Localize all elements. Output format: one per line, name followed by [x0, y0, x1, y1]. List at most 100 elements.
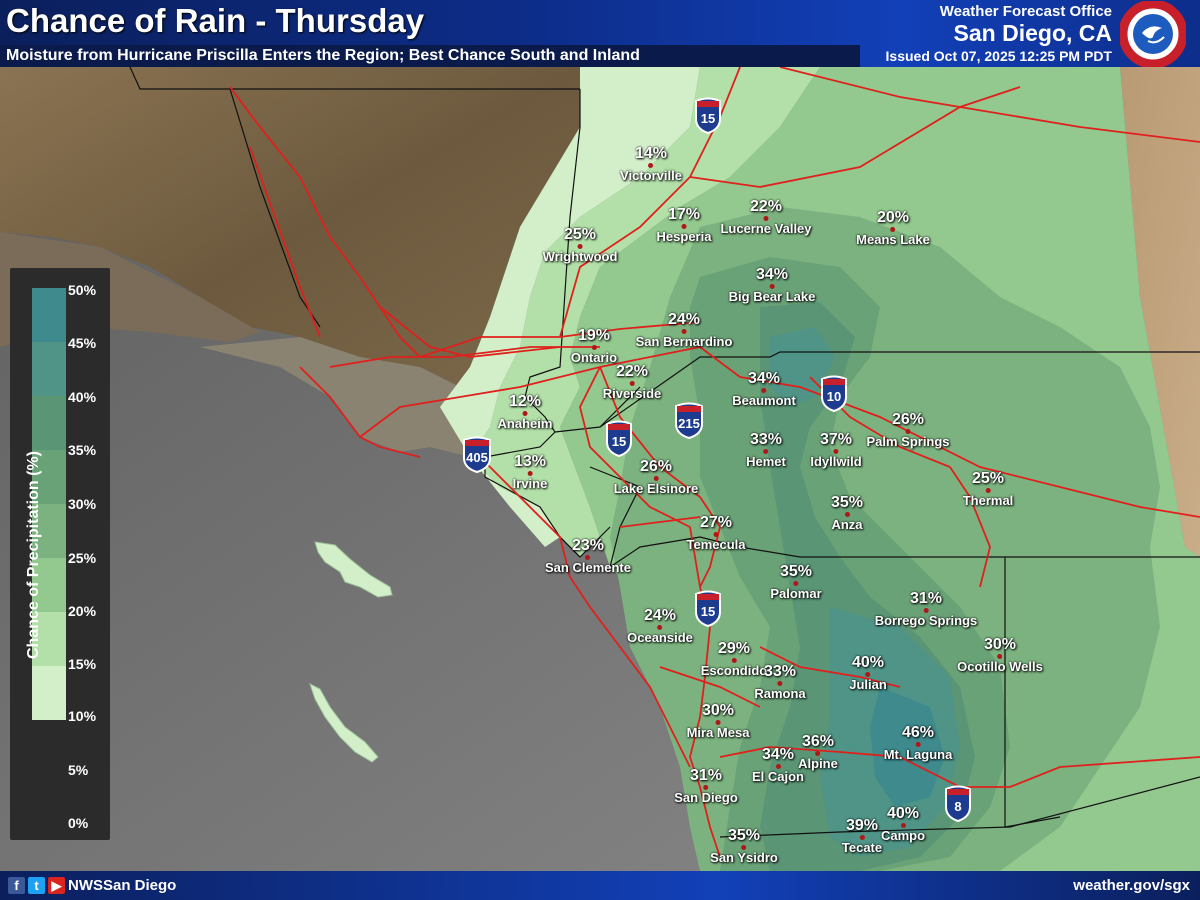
legend-tick: 25% — [68, 550, 97, 566]
city-name: Julian — [849, 677, 887, 692]
city-percent: 23% — [571, 537, 605, 554]
city-marker — [763, 449, 769, 454]
city-name: El Cajon — [751, 769, 805, 784]
city-name: Campo — [880, 828, 926, 843]
city-marker — [900, 823, 906, 828]
city-name: Wrightwood — [542, 249, 618, 264]
legend-ticks: 50% 45% 40% 35% 30% 25% 20% 15% 10% 5% 0… — [68, 282, 108, 831]
city-percent: 27% — [699, 514, 733, 531]
legend-tick: 50% — [68, 282, 97, 298]
city-label: 27% Temecula — [686, 514, 745, 552]
city-percent: 36% — [801, 733, 835, 750]
city-name: Riverside — [602, 386, 662, 401]
facebook-icon[interactable]: f — [8, 877, 25, 894]
city-label: 30% Ocotillo Wells — [957, 636, 1043, 674]
city-label: 40% Julian — [849, 654, 887, 692]
city-label: 37% Idyllwild — [810, 431, 861, 469]
social-handle[interactable]: NWSSan Diego — [68, 877, 177, 894]
city-marker — [890, 227, 896, 232]
city-name: San Diego — [674, 790, 738, 805]
city-name: Lake Elsinore — [613, 481, 699, 496]
city-marker — [522, 411, 528, 416]
city-label: 34% Beaumont — [732, 370, 796, 408]
city-percent: 26% — [639, 458, 673, 475]
city-marker — [731, 658, 737, 663]
legend-tick: 20% — [68, 603, 97, 619]
city-marker — [653, 476, 659, 481]
city-marker — [715, 720, 721, 725]
city-marker — [648, 163, 654, 168]
city-name: San Bernardino — [635, 334, 733, 349]
city-percent: 31% — [689, 767, 723, 784]
shield-label: 8 — [954, 799, 961, 814]
city-name: Borrego Springs — [874, 613, 978, 628]
shield-label: 15 — [701, 604, 715, 619]
city-percent: 22% — [749, 198, 783, 215]
city-percent: 19% — [577, 327, 611, 344]
city-marker — [713, 532, 719, 537]
la-terrain — [0, 67, 580, 407]
website-link[interactable]: weather.gov/sgx — [1073, 877, 1190, 894]
footer-bar: f t ▶ NWSSan Diego weather.gov/sgx — [0, 871, 1200, 900]
city-marker — [741, 845, 747, 850]
twitter-icon[interactable]: t — [28, 877, 45, 894]
city-marker — [915, 742, 921, 747]
city-label: 31% Borrego Springs — [875, 590, 978, 628]
interstate-shield-405: 405 — [463, 436, 491, 474]
city-name: Hemet — [746, 454, 786, 469]
city-marker — [629, 381, 635, 386]
city-marker — [585, 555, 591, 560]
precip-45-50 — [870, 687, 945, 807]
city-marker — [763, 216, 769, 221]
legend-tick: 40% — [68, 389, 97, 405]
city-percent: 33% — [763, 663, 797, 680]
city-name: Alpine — [798, 756, 838, 771]
city-marker — [923, 608, 929, 613]
city-name: Mira Mesa — [686, 725, 750, 740]
city-name: Ocotillo Wells — [957, 659, 1043, 674]
city-percent: 40% — [886, 805, 920, 822]
city-percent: 26% — [891, 411, 925, 428]
interstate-shield-15-riverside: 15 — [606, 420, 632, 458]
interstate-shield-215: 215 — [675, 402, 703, 440]
city-marker — [793, 581, 799, 586]
city-percent: 20% — [876, 209, 910, 226]
legend-colorbar — [32, 288, 66, 720]
youtube-icon[interactable]: ▶ — [48, 877, 65, 894]
city-label: 33% Hemet — [746, 431, 786, 469]
desert-terrain — [1120, 67, 1200, 557]
city-percent: 14% — [634, 145, 668, 162]
issued-timestamp: Issued Oct 07, 2025 12:25 PM PDT — [885, 48, 1112, 64]
city-marker — [833, 449, 839, 454]
city-name: Irvine — [512, 476, 548, 491]
city-name: Temecula — [686, 537, 746, 552]
precipitation-legend: Chance of Precipitation (%) 50% 45% 40% … — [10, 268, 110, 840]
city-marker — [775, 764, 781, 769]
city-marker — [769, 284, 775, 289]
city-marker — [985, 488, 991, 493]
city-name: Mt. Laguna — [883, 747, 953, 762]
city-percent: 34% — [761, 746, 795, 763]
city-percent: 29% — [717, 640, 751, 657]
legend-tick: 5% — [68, 762, 89, 778]
city-label: 23% San Clemente — [545, 537, 631, 575]
city-name: Lucerne Valley — [720, 221, 812, 236]
city-marker — [703, 785, 709, 790]
precip-10-15 — [440, 67, 700, 547]
city-percent: 30% — [701, 702, 735, 719]
city-name: Escondido — [700, 663, 768, 678]
rain-chance-map: 15 10 215 15 405 15 — [0, 67, 1200, 871]
legend-tick: 10% — [68, 708, 97, 724]
city-label: 24% Oceanside — [627, 607, 693, 645]
city-name: Hesperia — [656, 229, 712, 244]
city-name: Means Lake — [856, 232, 930, 247]
city-marker — [577, 244, 583, 249]
city-marker — [527, 471, 533, 476]
page-title: Chance of Rain - Thursday — [6, 2, 425, 39]
city-label: 19% Ontario — [571, 327, 617, 365]
nws-logo — [1120, 1, 1186, 67]
city-percent: 33% — [749, 431, 783, 448]
city-label: 35% Anza — [831, 494, 863, 532]
city-name: San Ysidro — [710, 850, 778, 865]
